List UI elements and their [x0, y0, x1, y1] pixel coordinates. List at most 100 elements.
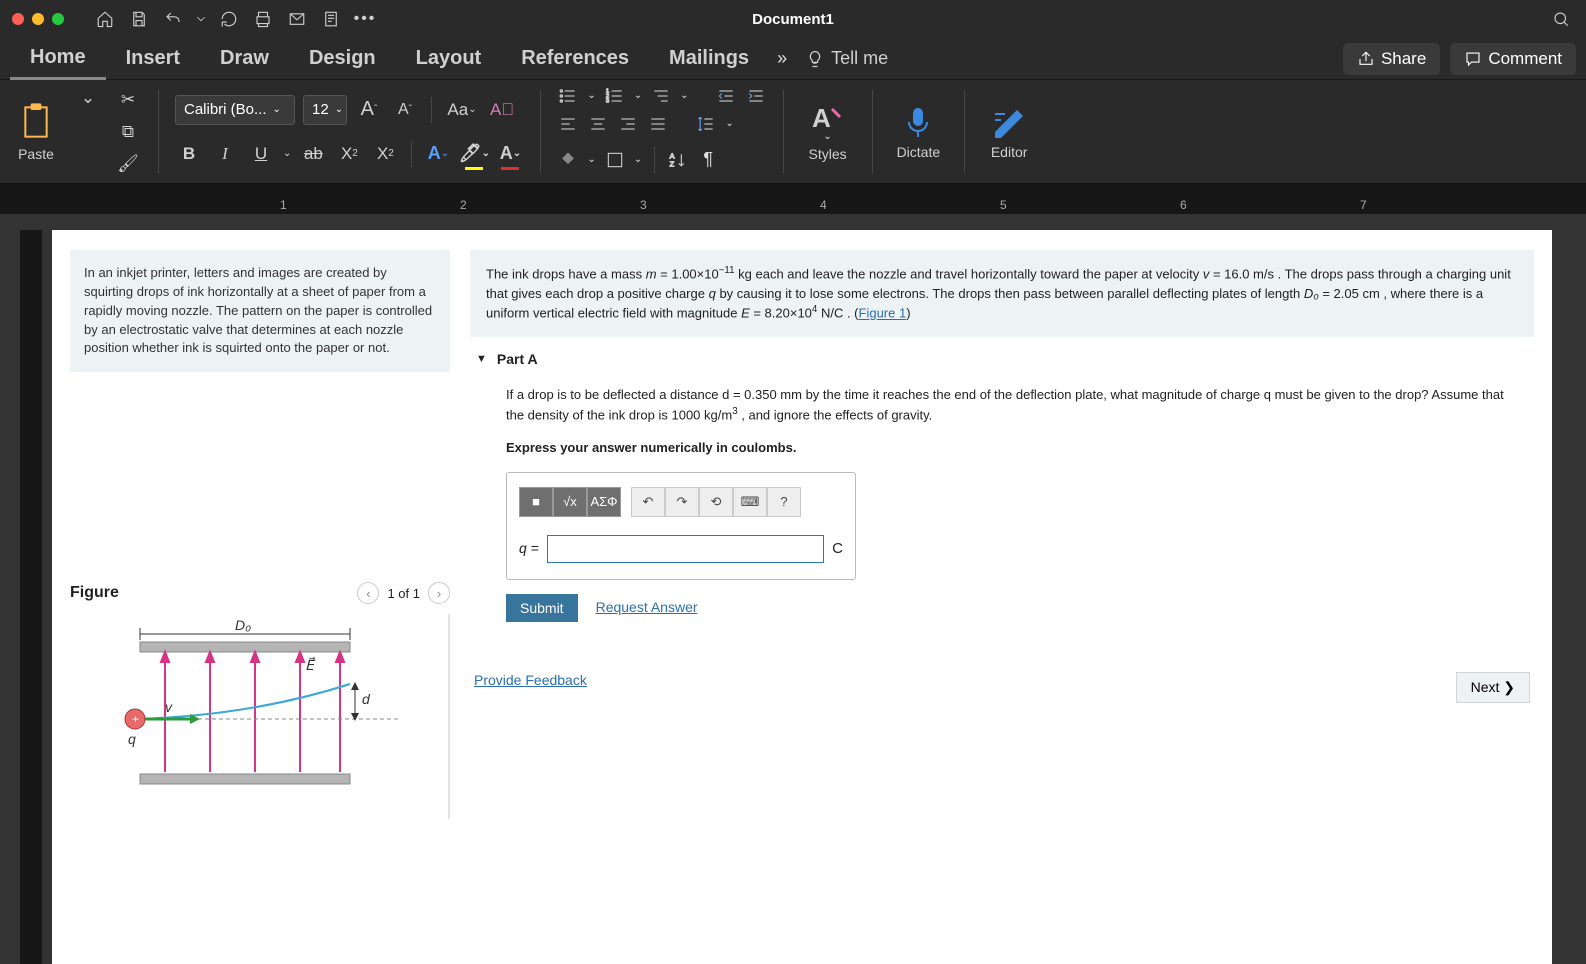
form-icon[interactable]	[318, 6, 344, 32]
bold-button[interactable]: B	[175, 140, 203, 168]
submit-button[interactable]: Submit	[506, 594, 578, 622]
document-page: In an inkjet printer, letters and images…	[52, 230, 1552, 964]
align-center-icon[interactable]	[587, 113, 609, 135]
close-window-button[interactable]	[12, 13, 24, 25]
bullets-icon[interactable]	[557, 85, 579, 107]
borders-dropdown[interactable]: ⌄	[634, 154, 642, 165]
borders-icon[interactable]	[604, 149, 626, 171]
font-name-select[interactable]: Calibri (Bo...⌄	[175, 95, 295, 125]
tab-draw[interactable]: Draw	[200, 39, 289, 78]
undo-icon[interactable]	[160, 6, 186, 32]
cut-icon[interactable]: ✂	[114, 86, 142, 114]
tab-mailings[interactable]: Mailings	[649, 39, 769, 78]
document-area: In an inkjet printer, letters and images…	[0, 214, 1586, 964]
font-color-button[interactable]: A⌄	[496, 140, 524, 168]
italic-button[interactable]: I	[211, 140, 239, 168]
redo-tool[interactable]: ↷	[665, 487, 699, 517]
shading-icon[interactable]	[557, 149, 579, 171]
intro-text: In an inkjet printer, letters and images…	[70, 250, 450, 372]
numbering-icon[interactable]: 123	[604, 85, 626, 107]
tab-references[interactable]: References	[501, 39, 649, 78]
underline-dropdown[interactable]: ⌄	[283, 148, 291, 159]
part-a-header[interactable]: ▼ Part A	[470, 337, 1534, 381]
decrease-indent-icon[interactable]	[715, 85, 737, 107]
request-answer-link[interactable]: Request Answer	[596, 597, 698, 618]
tab-home[interactable]: Home	[10, 38, 106, 80]
tabs-overflow[interactable]: »	[769, 48, 795, 69]
answer-var-label: q =	[519, 538, 539, 559]
search-icon[interactable]	[1548, 6, 1574, 32]
justify-icon[interactable]	[647, 113, 669, 135]
paste-icon[interactable]	[18, 102, 54, 142]
font-size-select[interactable]: 12⌄	[303, 95, 347, 125]
format-painter-icon[interactable]: 🖌	[114, 150, 142, 178]
superscript-button[interactable]: X2	[371, 140, 399, 168]
tell-me-search[interactable]: Tell me	[805, 48, 888, 69]
dictate-group[interactable]: Dictate	[889, 84, 949, 179]
next-button[interactable]: Next ❯	[1456, 672, 1530, 703]
styles-dropdown[interactable]: ⌄	[823, 131, 831, 142]
maximize-window-button[interactable]	[52, 13, 64, 25]
sort-icon[interactable]: AZ	[667, 149, 689, 171]
label-v: v	[165, 699, 173, 715]
subscript-button[interactable]: X2	[335, 140, 363, 168]
align-right-icon[interactable]	[617, 113, 639, 135]
text-effects-icon[interactable]: A⌄	[424, 140, 452, 168]
horizontal-ruler[interactable]: 1 2 3 4 5 6 7	[0, 184, 1586, 214]
multilevel-dropdown[interactable]: ⌄	[680, 90, 688, 101]
figure-link[interactable]: Figure 1	[859, 306, 907, 321]
print-icon[interactable]	[250, 6, 276, 32]
increase-indent-icon[interactable]	[745, 85, 767, 107]
mail-icon[interactable]	[284, 6, 310, 32]
greek-tool[interactable]: ΑΣΦ	[587, 487, 621, 517]
increase-font-icon[interactable]: Aˆ	[355, 96, 383, 124]
highlight-color-button[interactable]: 🖊⌄	[460, 140, 488, 168]
bullets-dropdown[interactable]: ⌄	[587, 90, 595, 101]
change-case-icon[interactable]: Aa ⌄	[444, 96, 480, 124]
comment-button[interactable]: Comment	[1450, 43, 1576, 75]
lightbulb-icon	[805, 49, 825, 69]
font-size-value: 12	[312, 101, 329, 118]
ruler-mark: 1	[280, 198, 287, 212]
math-tool[interactable]: √x	[553, 487, 587, 517]
refresh-icon[interactable]	[216, 6, 242, 32]
tell-me-label: Tell me	[831, 48, 888, 69]
align-left-icon[interactable]	[557, 113, 579, 135]
provide-feedback-link[interactable]: Provide Feedback	[474, 672, 587, 703]
tab-layout[interactable]: Layout	[396, 39, 502, 78]
minimize-window-button[interactable]	[32, 13, 44, 25]
decrease-font-icon[interactable]: Aˇ	[391, 96, 419, 124]
undo-dropdown-icon[interactable]	[194, 6, 208, 32]
home-icon[interactable]	[92, 6, 118, 32]
tab-design[interactable]: Design	[289, 39, 396, 78]
answer-input[interactable]	[547, 535, 824, 563]
line-spacing-dropdown[interactable]: ⌄	[725, 118, 733, 129]
reset-tool[interactable]: ⟲	[699, 487, 733, 517]
figure-header: Figure ‹ 1 of 1 ›	[70, 582, 450, 604]
multilevel-list-icon[interactable]	[650, 85, 672, 107]
template-tool[interactable]: ■	[519, 487, 553, 517]
shading-dropdown[interactable]: ⌄	[587, 154, 595, 165]
styles-group[interactable]: A ⌄ Styles	[800, 84, 856, 179]
save-icon[interactable]	[126, 6, 152, 32]
clear-formatting-icon[interactable]: A⃠	[488, 96, 516, 124]
paste-dropdown[interactable]: ⌄	[74, 84, 102, 112]
share-button[interactable]: Share	[1343, 43, 1440, 75]
show-marks-icon[interactable]: ¶	[697, 149, 719, 171]
figure-prev-button[interactable]: ‹	[357, 582, 379, 604]
keyboard-tool[interactable]: ⌨	[733, 487, 767, 517]
undo-tool[interactable]: ↶	[631, 487, 665, 517]
title-bar: ••• Document1	[0, 0, 1586, 38]
line-spacing-icon[interactable]	[695, 113, 717, 135]
figure-next-button[interactable]: ›	[428, 582, 450, 604]
numbering-dropdown[interactable]: ⌄	[634, 90, 642, 101]
tab-insert[interactable]: Insert	[106, 39, 200, 78]
editor-group[interactable]: Editor	[981, 84, 1037, 179]
vertical-ruler[interactable]	[20, 230, 42, 964]
strikethrough-button[interactable]: ab	[299, 140, 327, 168]
figure-diagram: D₀ E⃗	[70, 614, 450, 819]
more-icon[interactable]: •••	[352, 6, 378, 32]
help-tool[interactable]: ?	[767, 487, 801, 517]
copy-icon[interactable]: ⧉	[114, 118, 142, 146]
underline-button[interactable]: U	[247, 140, 275, 168]
